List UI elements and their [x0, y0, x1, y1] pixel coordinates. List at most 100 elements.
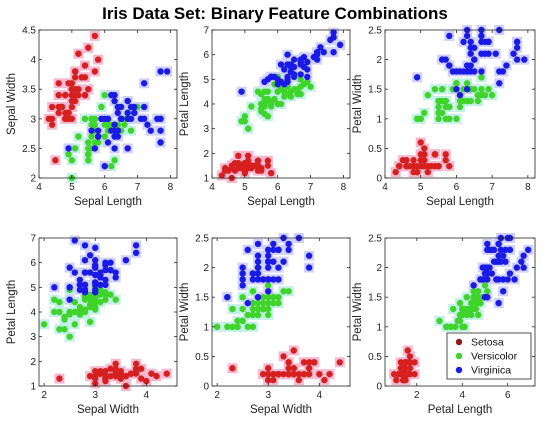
data-point-virginica [463, 62, 471, 69]
data-point-virginica [102, 261, 109, 269]
data-point-versicolor [435, 109, 442, 117]
data-point-setosa [285, 370, 292, 378]
data-point-setosa [392, 168, 399, 176]
data-point-virginica [157, 139, 164, 146]
x-tick-label: 4 [459, 390, 465, 401]
data-point-setosa [143, 377, 150, 385]
data-point-setosa [221, 167, 229, 174]
x-tick-label: 4 [144, 390, 150, 401]
data-point-setosa [311, 359, 318, 366]
data-point-virginica [478, 38, 485, 46]
data-point-virginica [521, 56, 528, 63]
y-tick-label: 1 [203, 174, 209, 185]
subplot-3: 4 5 6 7 8 0 0.5 1 1.5 2 2.5 Sepal Length Petal Width [352, 25, 536, 208]
data-point-setosa [280, 370, 287, 378]
data-point-versicolor [447, 323, 455, 330]
data-point-virginica [94, 127, 102, 134]
x-tick-label: 3 [265, 390, 271, 401]
data-point-virginica [91, 145, 99, 152]
subplot-2: 4 5 6 7 8 1 2 3 4 5 6 7 Sepal Length Petal Length [179, 26, 351, 208]
data-point-versicolor [461, 323, 468, 330]
data-point-virginica [285, 246, 292, 254]
y-tick-label: 3.5 [22, 85, 36, 96]
data-point-virginica [330, 49, 337, 56]
data-point-versicolor [241, 118, 249, 125]
data-point-setosa [122, 372, 130, 380]
data-point-virginica [66, 264, 73, 271]
y-tick-label: 7 [30, 234, 36, 245]
data-point-versicolor [111, 157, 118, 164]
subplot-1: 4 5 6 7 8 2 2.5 3 3.5 4 4.5 Sepal Length Sepal Width [6, 26, 178, 208]
data-point-virginica [254, 258, 262, 265]
data-point-setosa [424, 168, 432, 176]
data-point-versicolor [468, 299, 475, 307]
data-point-versicolor [474, 91, 482, 99]
data-point-virginica [287, 63, 295, 71]
data-point-versicolor [91, 121, 99, 128]
data-point-virginica [261, 78, 268, 86]
data-point-virginica [254, 252, 262, 259]
data-point-setosa [326, 370, 333, 378]
data-point-virginica [513, 56, 521, 63]
data-point-virginica [270, 240, 277, 248]
x-tick-label: 8 [168, 182, 174, 193]
data-point-virginica [502, 246, 509, 254]
data-point-versicolor [71, 321, 78, 328]
data-point-setosa [270, 376, 277, 384]
data-point-versicolor [470, 288, 477, 295]
data-point-setosa [264, 162, 272, 169]
data-point-setosa [290, 347, 297, 354]
y-axis-label: Petal Length [179, 72, 191, 137]
y-tick-label: 4 [203, 100, 209, 111]
y-tick-label: 2 [30, 174, 36, 185]
data-point-setosa [132, 368, 140, 375]
data-point-versicolor [239, 305, 246, 313]
data-point-setosa [71, 91, 79, 99]
data-point-versicolor [56, 308, 63, 316]
data-point-versicolor [107, 291, 114, 298]
data-point-setosa [446, 162, 453, 170]
data-point-virginica [71, 237, 78, 244]
x-tick-label: 2 [41, 390, 47, 401]
data-point-virginica [471, 56, 478, 63]
data-point-versicolor [86, 318, 94, 326]
y-tick-label: 1 [376, 322, 382, 333]
data-point-virginica [495, 299, 502, 307]
y-tick-label: 0 [376, 382, 382, 393]
y-tick-label: 0.5 [195, 352, 209, 363]
data-point-virginica [449, 68, 457, 75]
y-tick-label: 4.5 [22, 26, 36, 37]
y-tick-label: 2.5 [368, 234, 382, 245]
data-point-versicolor [56, 298, 63, 306]
data-point-virginica [111, 145, 118, 152]
data-point-virginica [92, 244, 99, 252]
data-point-virginica [254, 270, 262, 277]
data-point-versicolor [121, 121, 128, 128]
y-tick-label: 1.5 [368, 85, 382, 96]
data-point-versicolor [86, 301, 94, 308]
data-point-virginica [254, 264, 262, 271]
data-point-virginica [259, 276, 267, 283]
data-point-virginica [490, 246, 498, 254]
data-point-virginica [511, 276, 518, 283]
data-point-virginica [81, 289, 89, 296]
data-point-setosa [48, 121, 56, 128]
data-point-virginica [493, 276, 500, 283]
x-tick-label: 3 [92, 390, 98, 401]
data-point-virginica [520, 264, 527, 271]
data-point-virginica [94, 133, 102, 140]
data-points [390, 234, 532, 384]
data-point-setosa [102, 372, 109, 380]
data-point-versicolor [474, 288, 482, 295]
data-point-setosa [78, 74, 85, 81]
data-point-versicolor [101, 133, 108, 140]
axes-frame [38, 29, 178, 179]
data-point-setosa [92, 372, 99, 380]
data-point-versicolor [297, 76, 304, 83]
data-point-versicolor [481, 91, 489, 99]
data-point-virginica [265, 276, 272, 283]
data-point-versicolor [254, 299, 262, 307]
data-point-virginica [140, 80, 148, 87]
data-point-versicolor [85, 157, 92, 164]
data-point-setosa [399, 365, 407, 372]
